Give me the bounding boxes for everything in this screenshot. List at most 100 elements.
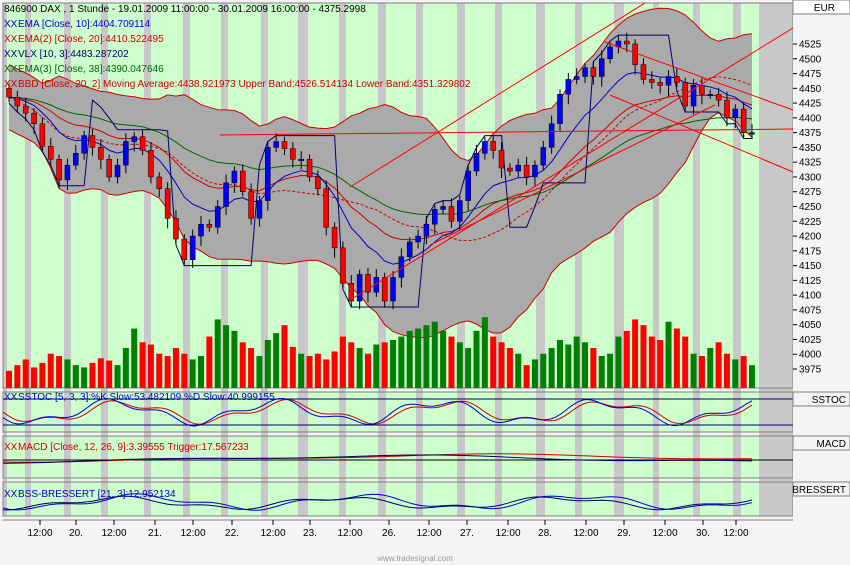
volume-bar-39 bbox=[331, 351, 338, 388]
volume-bar-81 bbox=[682, 336, 689, 388]
candle-body-87 bbox=[732, 108, 739, 119]
volume-bar-46 bbox=[390, 340, 397, 388]
x-tick-label-1: 20. bbox=[69, 528, 83, 539]
candle-body-30 bbox=[256, 200, 263, 219]
x-tick-label-6: 12:00 bbox=[260, 528, 285, 539]
volume-bar-62 bbox=[523, 365, 530, 388]
volume-bar-0 bbox=[6, 370, 12, 388]
candle-body-29 bbox=[248, 191, 254, 219]
candle-body-72 bbox=[607, 46, 613, 60]
macd-trigger-line bbox=[2, 453, 752, 463]
candle-body-34 bbox=[290, 148, 296, 160]
y-tick-label-19: 4050 bbox=[799, 320, 822, 331]
candle-body-65 bbox=[548, 123, 555, 148]
candle-body-32 bbox=[273, 141, 279, 148]
candle-body-31 bbox=[265, 147, 271, 201]
candle-body-1 bbox=[14, 96, 21, 107]
candle-body-55 bbox=[465, 170, 471, 201]
volume-bar-3 bbox=[31, 367, 38, 388]
candle-body-48 bbox=[406, 241, 413, 257]
legend-entry-3: VLX [10, 3]:4483.287202 bbox=[18, 49, 129, 60]
legend-entry-5: BBD [Close, 20, 2] Moving Average:4438.9… bbox=[18, 79, 471, 90]
ema10-line bbox=[8, 71, 753, 265]
y-tick-label-18: 4075 bbox=[799, 305, 822, 316]
offhours-band-4 bbox=[144, 3, 151, 516]
volume-bar-10 bbox=[89, 362, 96, 388]
offhours-band-20 bbox=[759, 3, 793, 516]
volume-bar-59 bbox=[498, 342, 505, 388]
candle-body-8 bbox=[73, 153, 79, 166]
volume-bar-40 bbox=[339, 336, 346, 388]
candle-body-27 bbox=[231, 170, 238, 184]
x-tick-label-0: 12:00 bbox=[27, 528, 52, 539]
trend-line-5 bbox=[429, 104, 716, 246]
candle-body-60 bbox=[507, 167, 513, 172]
volume-bar-7 bbox=[64, 359, 71, 388]
y-tick-label-16: 4125 bbox=[799, 276, 822, 287]
bollinger-upper-line bbox=[8, 7, 753, 162]
ema38-line bbox=[8, 96, 753, 216]
volume-bar-58 bbox=[490, 336, 497, 388]
volume-bar-13 bbox=[114, 365, 121, 388]
y-tick-label-0: 4525 bbox=[799, 40, 822, 51]
indicator-marker-2: XX bbox=[4, 489, 18, 500]
right-axis-area bbox=[793, 0, 850, 565]
candle-body-7 bbox=[64, 164, 71, 181]
volume-bar-42 bbox=[356, 348, 363, 388]
volume-bar-32 bbox=[273, 333, 280, 388]
volume-bar-18 bbox=[156, 353, 163, 388]
volume-bar-16 bbox=[139, 342, 146, 388]
y-tick-label-8: 4325 bbox=[799, 158, 822, 169]
volume-bar-51 bbox=[431, 321, 438, 388]
legend-marker-3: XX bbox=[4, 49, 18, 60]
volume-bar-49 bbox=[415, 328, 422, 388]
x-tick-label-11: 27. bbox=[460, 528, 474, 539]
x-tick-label-2: 12:00 bbox=[101, 528, 126, 539]
candle-body-35 bbox=[298, 158, 304, 161]
candle-body-45 bbox=[381, 277, 388, 302]
candle-body-11 bbox=[98, 147, 104, 160]
candle-body-3 bbox=[31, 112, 37, 125]
candle-body-36 bbox=[306, 158, 313, 178]
candle-body-74 bbox=[624, 40, 630, 45]
candle-body-54 bbox=[457, 200, 463, 222]
volume-bar-35 bbox=[298, 353, 305, 388]
indicator-label-box-1 bbox=[792, 435, 850, 451]
volume-bar-88 bbox=[740, 356, 747, 388]
y-tick-label-11: 4250 bbox=[799, 202, 822, 213]
candle-body-14 bbox=[123, 141, 129, 166]
x-tick-label-9: 26. bbox=[382, 528, 396, 539]
macd-line bbox=[3, 454, 753, 464]
volume-bar-22 bbox=[189, 359, 196, 388]
indicator-layer bbox=[2, 398, 793, 511]
candle-body-10 bbox=[89, 135, 96, 148]
candle-body-88 bbox=[740, 108, 747, 133]
volume-bar-25 bbox=[214, 319, 221, 388]
offhours-band-17 bbox=[653, 3, 659, 516]
legend-marker-5: XX bbox=[4, 79, 18, 90]
offhours-band-19 bbox=[733, 3, 741, 516]
indicator-legend-2: BSS-BRESSERT [21, 3]:12.952134 bbox=[18, 489, 176, 500]
y-tick-label-4: 4425 bbox=[799, 99, 822, 110]
volume-bar-30 bbox=[256, 356, 263, 388]
axis-layer: 4525 4500 4475 4450 4425 4400 4375 4350 4325 4300… bbox=[3, 3, 835, 539]
volume-bar-17 bbox=[147, 344, 154, 388]
volume-bar-63 bbox=[531, 359, 538, 388]
candle-body-58 bbox=[490, 141, 496, 151]
volume-bar-48 bbox=[406, 330, 413, 388]
volume-bar-38 bbox=[323, 359, 330, 388]
volume-bar-47 bbox=[398, 336, 405, 388]
volume-bar-41 bbox=[348, 342, 355, 388]
volume-bar-43 bbox=[364, 353, 371, 388]
offhours-band-0 bbox=[3, 3, 7, 516]
candle-body-26 bbox=[223, 182, 229, 207]
trend-line-0 bbox=[349, 2, 646, 188]
x-tick-label-17: 30. bbox=[696, 528, 710, 539]
candle-body-9 bbox=[81, 135, 87, 154]
candle-body-68 bbox=[573, 76, 580, 80]
volume-bar-19 bbox=[164, 356, 171, 388]
candle-body-5 bbox=[47, 145, 54, 160]
indicator-label-box-2 bbox=[792, 481, 850, 497]
x-tick-label-3: 21. bbox=[148, 528, 162, 539]
